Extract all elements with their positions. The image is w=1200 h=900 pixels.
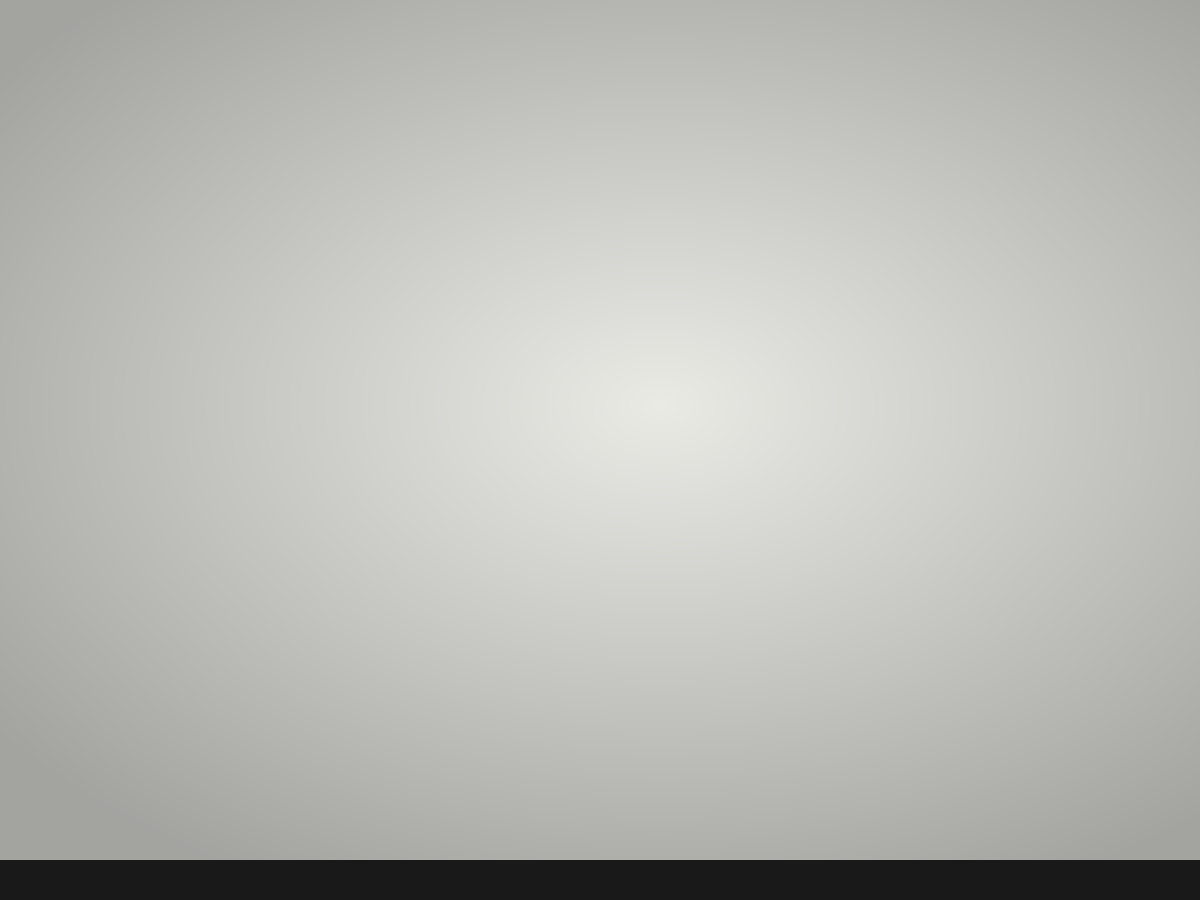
Text: properties of a good estimator β.: properties of a good estimator β. — [431, 112, 799, 131]
Text: ===========================================================================: ========================================… — [168, 558, 984, 577]
Text: $C_t = \beta_0 + \beta_1 Y_t + \mu_t$: $C_t = \beta_0 + \beta_1 Y_t + \mu_t$ — [252, 264, 521, 299]
Text: Define and prove the simultaneous equation Bias: Define and prove the simultaneous equati… — [215, 402, 952, 428]
Text: Find the mean, variance auto covariance and PACF and ACF of MA (3) process: Find the mean, variance auto covariance … — [229, 472, 1200, 500]
Text: Q2.: Q2. — [168, 181, 224, 209]
Text: Q3: Q3 — [168, 472, 214, 500]
Text: ===========================================================================: ========================================… — [168, 541, 984, 559]
Text: Consider the simple Keynesian model of income Determination: Consider the simple Keynesian model of i… — [229, 181, 1200, 209]
Text: $Y_t = C_t + I_t$: $Y_t = C_t + I_t$ — [252, 329, 406, 361]
Text: $0{<}\beta_1{<}1$: $0{<}\beta_1{<}1$ — [685, 264, 832, 299]
